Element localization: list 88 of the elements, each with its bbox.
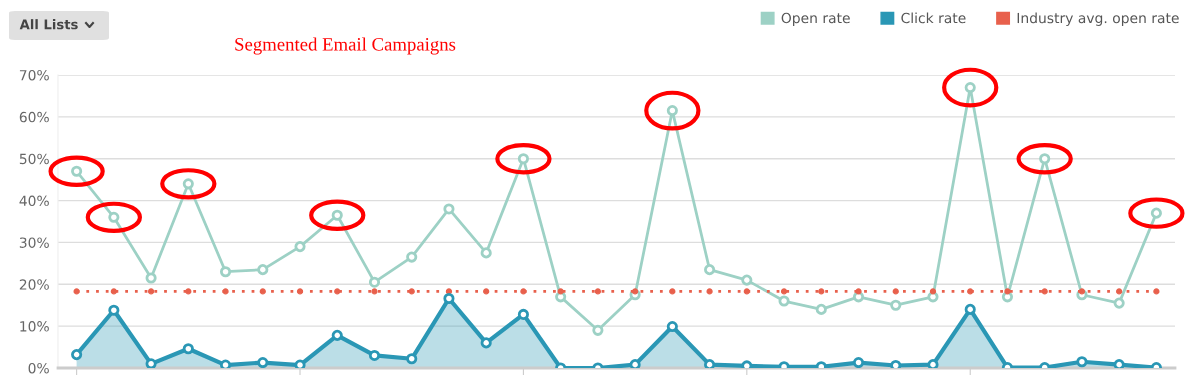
- point: [669, 288, 676, 295]
- legend-label: Industry avg. open rate: [1017, 12, 1179, 26]
- point: [408, 288, 415, 295]
- point: [71, 349, 83, 361]
- point: [1153, 288, 1160, 295]
- y-tick-label: 60%: [19, 111, 49, 123]
- point: [666, 321, 678, 333]
- point: [1041, 288, 1048, 295]
- point: [71, 165, 83, 177]
- point: [110, 288, 117, 295]
- point: [818, 288, 825, 295]
- point: [368, 276, 381, 288]
- point: [741, 274, 753, 286]
- point: [706, 288, 713, 295]
- point: [631, 288, 639, 295]
- y-tick-label: 0%: [28, 362, 49, 374]
- y-tick-label: 20%: [19, 279, 49, 290]
- point: [743, 288, 750, 295]
- point: [368, 349, 381, 361]
- point: [594, 288, 602, 295]
- point: [890, 299, 902, 311]
- point: [331, 329, 343, 341]
- legend-label: Open rate: [781, 12, 850, 26]
- point: [480, 247, 492, 259]
- text: All Lists: [19, 19, 78, 30]
- point: [259, 288, 266, 295]
- point: [704, 264, 716, 276]
- point: [778, 295, 790, 307]
- point: [964, 303, 976, 315]
- legend-label: Click rate: [901, 12, 966, 24]
- point: [294, 359, 306, 368]
- point: [892, 288, 899, 295]
- point: [294, 241, 306, 253]
- point: [73, 288, 80, 295]
- point: [185, 288, 192, 295]
- point: [443, 292, 455, 305]
- point: [967, 288, 974, 295]
- point: [371, 288, 378, 295]
- point: [182, 343, 194, 355]
- point: [1113, 359, 1125, 368]
- point: [296, 288, 304, 295]
- point: [108, 211, 120, 223]
- point: [517, 308, 529, 320]
- point: [480, 337, 492, 349]
- point: [406, 251, 418, 263]
- point: [406, 353, 418, 365]
- point: [666, 105, 678, 117]
- point: [147, 288, 155, 295]
- point: [557, 288, 564, 295]
- point: [219, 266, 232, 278]
- point: [1113, 297, 1125, 309]
- point: [483, 288, 490, 295]
- point: [222, 288, 229, 295]
- point: [1116, 288, 1123, 295]
- point: [520, 288, 527, 295]
- chart-title: Segmented Email Campaigns: [235, 37, 456, 55]
- y-tick-label: 30%: [19, 237, 49, 248]
- point: [1076, 356, 1088, 368]
- y-tick-label: 70%: [19, 69, 49, 81]
- point: [927, 359, 939, 368]
- point: [257, 357, 269, 368]
- point: [108, 304, 120, 316]
- point: [517, 153, 529, 165]
- point: [1078, 288, 1086, 295]
- point: [704, 359, 716, 368]
- point: [815, 303, 827, 315]
- point: [855, 288, 862, 295]
- point: [1004, 288, 1011, 295]
- point: [780, 288, 788, 295]
- point: [629, 359, 641, 368]
- point: [182, 178, 194, 190]
- point: [1039, 153, 1051, 165]
- point: [257, 264, 269, 276]
- point: [145, 272, 157, 284]
- y-tick-label: 50%: [19, 153, 49, 165]
- point: [890, 359, 902, 368]
- point: [443, 203, 455, 215]
- point: [964, 82, 976, 94]
- point: [1150, 207, 1162, 219]
- point: [331, 209, 343, 221]
- point: [852, 291, 865, 303]
- y-tick-label: 10%: [20, 321, 49, 332]
- point: [852, 357, 865, 368]
- point: [334, 288, 341, 295]
- point: [145, 358, 157, 368]
- y-tick-label: 40%: [19, 195, 49, 207]
- point: [592, 324, 604, 336]
- point: [929, 288, 937, 295]
